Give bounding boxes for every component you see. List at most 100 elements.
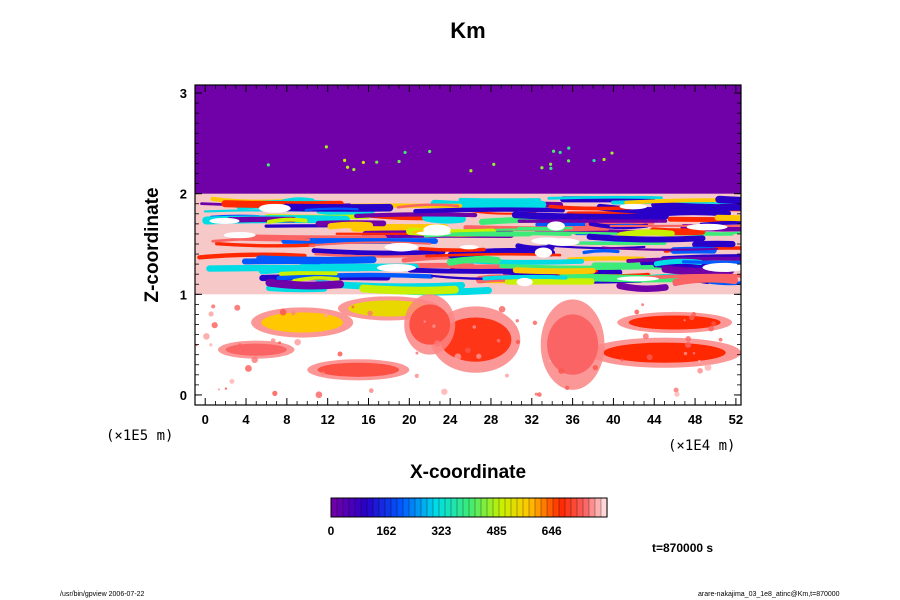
lower-speck <box>685 336 692 342</box>
layer-streak <box>566 241 667 246</box>
layer-streak <box>482 274 568 281</box>
colorbar-segment <box>474 497 482 518</box>
colorbar-segment <box>480 497 488 518</box>
layer-streak <box>311 248 446 256</box>
lower-speck <box>697 367 703 374</box>
x-tick-label: 12 <box>320 412 334 427</box>
upper-dot <box>266 163 270 167</box>
upper-dot <box>540 166 544 170</box>
lower-speck <box>476 353 482 359</box>
lower-patch <box>603 342 726 363</box>
footer-right: arare-nakajima_03_1e8_atinc@Km,t=870000 <box>698 591 840 598</box>
x-tick-label: 52 <box>729 412 743 427</box>
layer-gap <box>619 203 648 210</box>
colorbar-segment <box>594 497 602 518</box>
colorbar-segment <box>402 497 410 518</box>
upper-dot <box>602 157 606 162</box>
lower-speck <box>711 321 716 326</box>
lower-speck <box>291 310 296 316</box>
colorbar-tick-label: 323 <box>431 524 451 538</box>
x-axis-multiplier: (×1E4 m) <box>668 438 735 454</box>
layer-gap <box>223 232 256 239</box>
y-tick-label: 3 <box>180 86 187 101</box>
lower-speck <box>620 358 624 362</box>
colorbar-segment <box>396 497 404 518</box>
layer-gap <box>616 276 660 282</box>
colorbar-segment <box>516 497 524 518</box>
layer-streak <box>276 272 434 281</box>
colorbar-segment <box>570 497 578 518</box>
y-tick-labels: 0 1 2 3 <box>180 86 187 403</box>
lower-speck <box>454 353 462 361</box>
layer-gap <box>516 277 533 287</box>
lower-speck <box>472 325 477 329</box>
time-label: t=870000 s <box>652 541 713 555</box>
colorbar-segment <box>444 497 452 518</box>
colorbar-segment <box>582 497 590 518</box>
lower-speck <box>592 364 599 371</box>
layer-streak <box>197 252 307 260</box>
lower-patch <box>409 304 451 345</box>
x-axis-label: X-coordinate <box>410 462 526 483</box>
colorbar-segment <box>468 497 476 518</box>
upper-dot <box>549 166 553 170</box>
x-tick-label: 8 <box>283 412 290 427</box>
lower-speck <box>245 365 252 372</box>
upper-dot <box>428 149 432 154</box>
layer-streak <box>407 267 532 274</box>
lower-speck <box>368 388 374 393</box>
upper-dot <box>345 165 350 169</box>
layer-gap <box>376 263 416 272</box>
lower-speck <box>211 304 216 309</box>
colorbar-segment <box>540 497 548 518</box>
layer-streak <box>692 240 736 248</box>
x-tick-label: 20 <box>402 412 416 427</box>
lower-speck <box>537 392 542 397</box>
layer-streak <box>547 244 646 250</box>
lower-speck <box>217 388 221 391</box>
upper-dot <box>352 167 356 172</box>
colorbar-frame <box>330 497 608 518</box>
layer-gap <box>459 245 479 250</box>
layer-streak <box>582 249 620 255</box>
lower-speck <box>534 392 538 396</box>
lower-speck <box>689 314 695 321</box>
colorbar-segment <box>378 497 386 518</box>
lower-patch <box>439 317 512 362</box>
colorbar-segment <box>492 497 500 518</box>
colorbar-segment <box>558 497 566 518</box>
lower-speck <box>279 308 287 316</box>
colorbar-segment <box>408 497 416 518</box>
y-tick-label: 2 <box>180 187 187 202</box>
colorbar-segment <box>414 497 422 518</box>
layer-streak <box>601 246 719 251</box>
upper-dot <box>551 149 556 153</box>
colorbar-segment <box>564 497 572 518</box>
layer-streak <box>547 195 663 200</box>
lower-speck <box>496 338 501 343</box>
layer-gap <box>546 238 580 246</box>
colorbar-segment <box>552 497 560 518</box>
layer-streak <box>266 217 308 224</box>
lower-speck <box>414 373 419 378</box>
lower-speck <box>504 373 509 378</box>
x-tick-label: 0 <box>202 412 209 427</box>
colorbar-tick-label: 485 <box>487 524 507 538</box>
lower-speck <box>224 387 228 390</box>
colorbar-segment <box>426 497 434 518</box>
lower-speck <box>564 385 570 391</box>
layer-streak <box>512 267 596 275</box>
y-axis-label: Z-coordinate <box>142 187 163 302</box>
layer-streak <box>719 203 741 207</box>
colorbar-segment <box>576 497 584 518</box>
layer-streak <box>715 195 741 205</box>
x-tick-label: 36 <box>565 412 579 427</box>
layer-streak <box>699 220 741 227</box>
colorbar-tick-labels: 0 162 323 485 646 <box>328 524 562 538</box>
layer-streak <box>624 198 741 205</box>
colorbar-segment <box>366 497 374 518</box>
lower-speck <box>558 367 565 375</box>
upper-dot <box>403 150 407 155</box>
footer-left: /usr/bin/gpview 2006-07-22 <box>60 591 145 598</box>
layer-streak <box>314 252 436 258</box>
